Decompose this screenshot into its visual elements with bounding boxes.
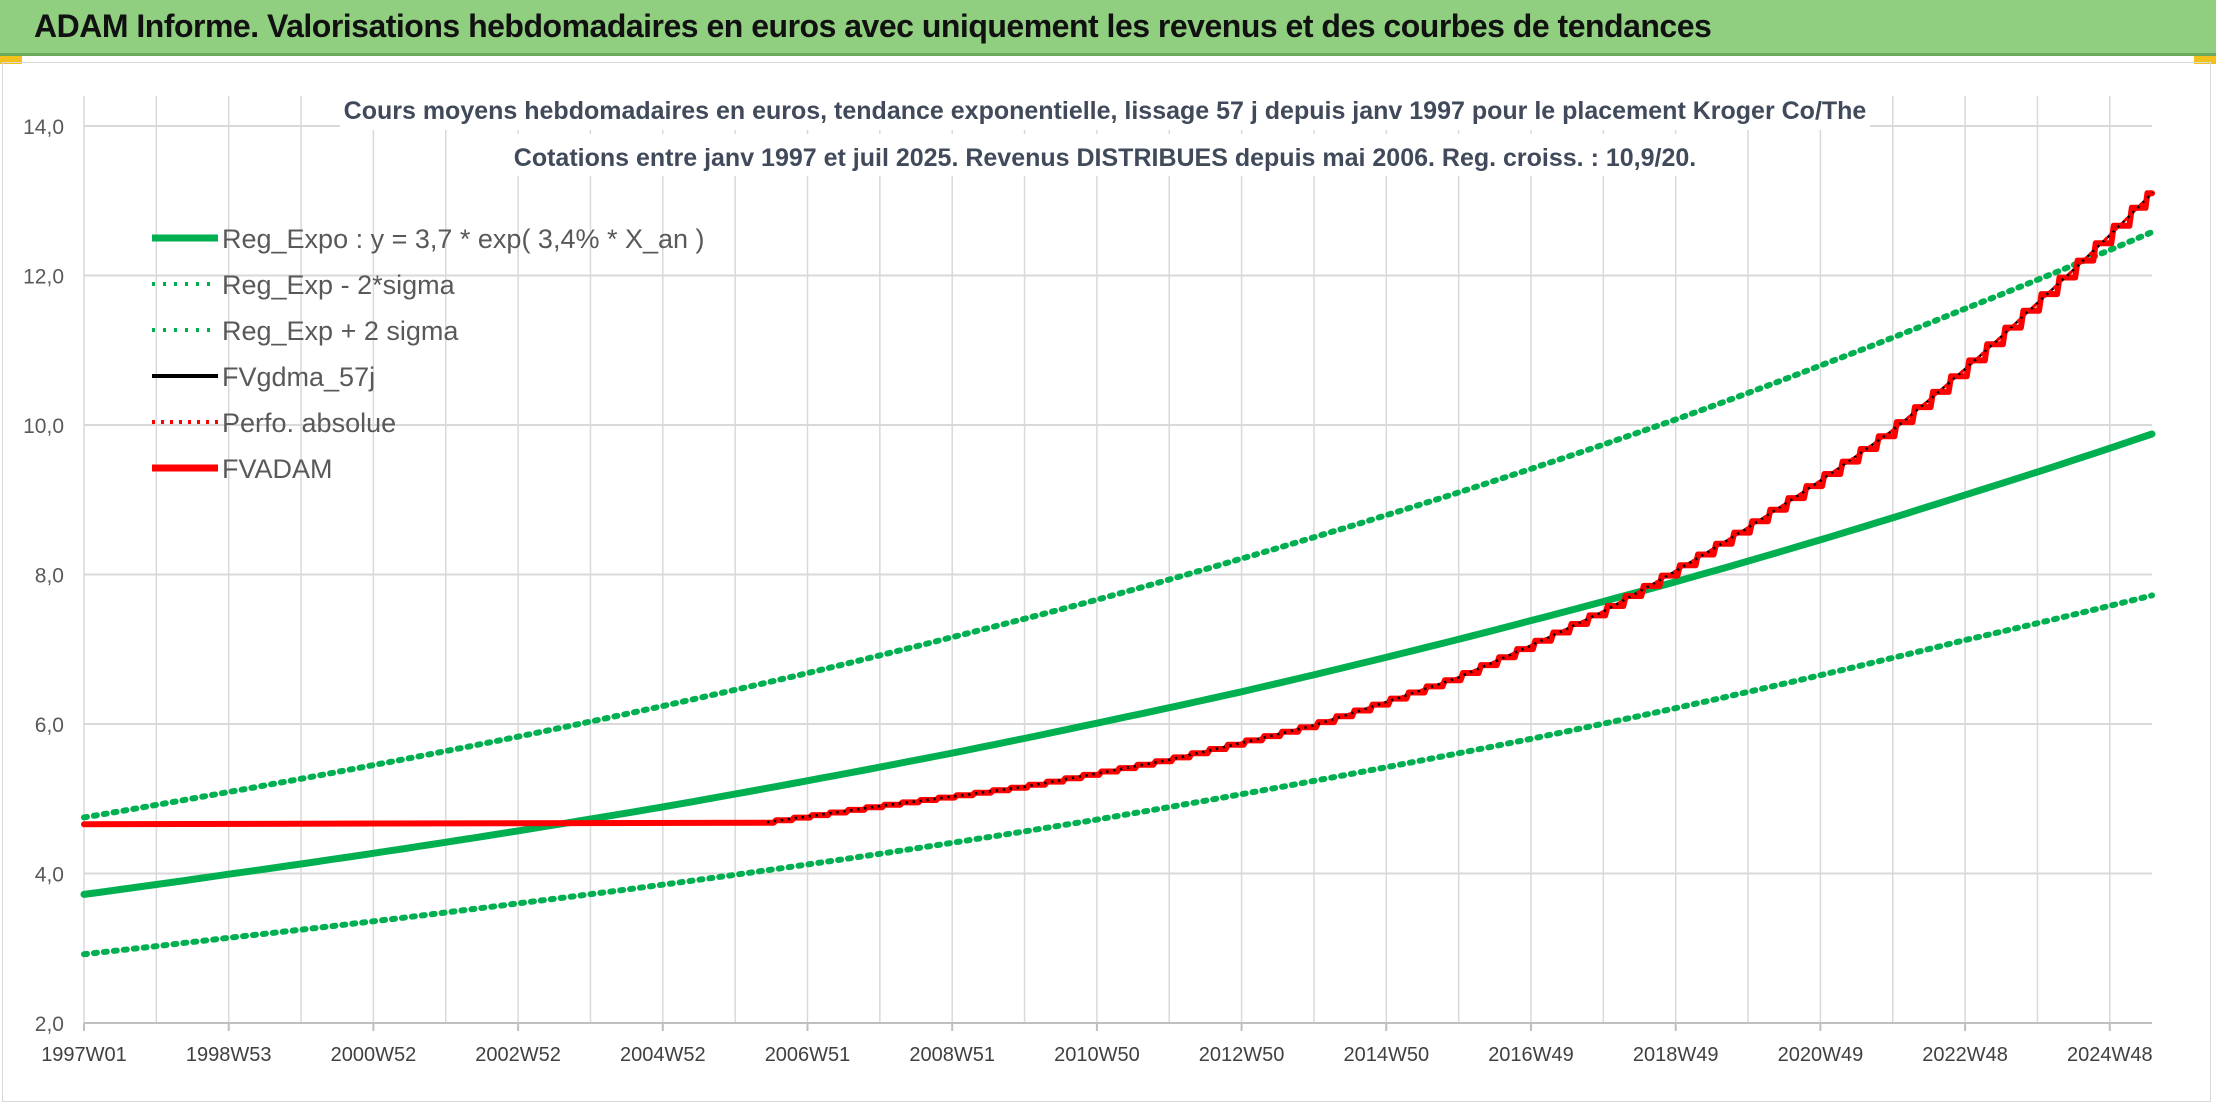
x-tick-label: 2014W50 [1343,1044,1429,1066]
x-tick-label: 2024W48 [2067,1044,2153,1066]
legend-label: Reg_Expo : y = 3,7 * exp( 3,4% * X_an ) [222,224,705,254]
series-line-1 [81,592,2155,958]
legend-label: Perfo. absolue [222,408,396,438]
chart-legend: Reg_Expo : y = 3,7 * exp( 3,4% * X_an ) R… [152,224,705,484]
title-line2-bg [510,134,1700,176]
y-axis-ticks: 2,0 4,0 6,0 8,0 10,0 12,0 14,0 [23,116,64,1036]
legend-label: FVADAM [222,454,333,484]
legend-label: Reg_Exp + 2 sigma [222,316,459,346]
corner-marker-left [0,56,22,64]
x-axis-ticks: 1997W01 1998W53 2000W52 2002W52 2004W52 2006W… [41,1044,2152,1066]
legend-label: FVgdma_57j [222,362,375,392]
chart-title-line1: Cours moyens hebdomadaires en euros, ten… [344,97,1867,125]
legend-label: Reg_Exp - 2*sigma [222,270,456,300]
report-title: ADAM Informe. Valorisations hebdomadaire… [34,8,1712,44]
x-tick-label: 2000W52 [331,1044,417,1066]
x-tick-label: 1997W01 [41,1044,127,1066]
chart-title-line2: Cotations entre janv 1997 et juil 2025. … [514,144,1696,172]
series-line-2 [81,229,2155,821]
x-tick-label: 2004W52 [620,1044,706,1066]
chart-titles: Cours moyens hebdomadaires en euros, ten… [340,88,1870,176]
x-tick-label: 2010W50 [1054,1044,1140,1066]
x-tick-label: 2020W49 [1778,1044,1864,1066]
trend-chart: 2,0 4,0 6,0 8,0 10,0 12,0 14,0 1997W01 1998W53 2… [23,88,2156,1066]
x-tick-label: 2002W52 [475,1044,561,1066]
x-tick-label: 2008W51 [909,1044,995,1066]
series-line-3 [762,192,2154,824]
series-line-4 [762,191,2154,825]
x-tick-label: 1998W53 [186,1044,272,1066]
x-tick-label: 2016W49 [1488,1044,1574,1066]
y-tick-label: 14,0 [23,116,64,139]
y-tick-label: 6,0 [35,714,64,737]
chart-grid [83,96,2152,1031]
y-tick-label: 2,0 [35,1013,64,1036]
corner-marker-right [2194,56,2216,64]
title-line1-bg [340,88,1870,130]
x-tick-label: 2012W50 [1199,1044,1285,1066]
y-tick-label: 12,0 [23,266,64,289]
x-tick-label: 2018W49 [1633,1044,1719,1066]
chart-series [80,190,2156,958]
x-tick-label: 2006W51 [765,1044,851,1066]
y-tick-label: 4,0 [35,864,64,887]
x-tick-label: 2022W48 [1922,1044,2008,1066]
report-banner: ADAM Informe. Valorisations hebdomadaire… [0,0,2216,56]
y-tick-label: 8,0 [35,565,64,588]
series-line-0 [80,430,2156,898]
y-tick-label: 10,0 [23,415,64,438]
